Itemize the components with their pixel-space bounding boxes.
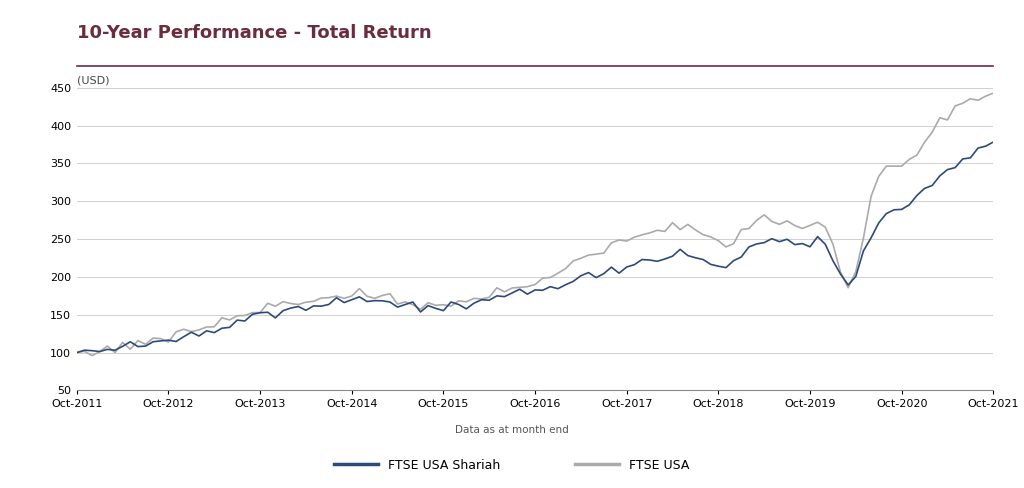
Text: 10-Year Performance - Total Return: 10-Year Performance - Total Return xyxy=(77,24,431,42)
Legend: FTSE USA Shariah, FTSE USA: FTSE USA Shariah, FTSE USA xyxy=(330,454,694,477)
Text: (USD): (USD) xyxy=(77,76,110,85)
Text: Data as at month end: Data as at month end xyxy=(455,425,569,434)
